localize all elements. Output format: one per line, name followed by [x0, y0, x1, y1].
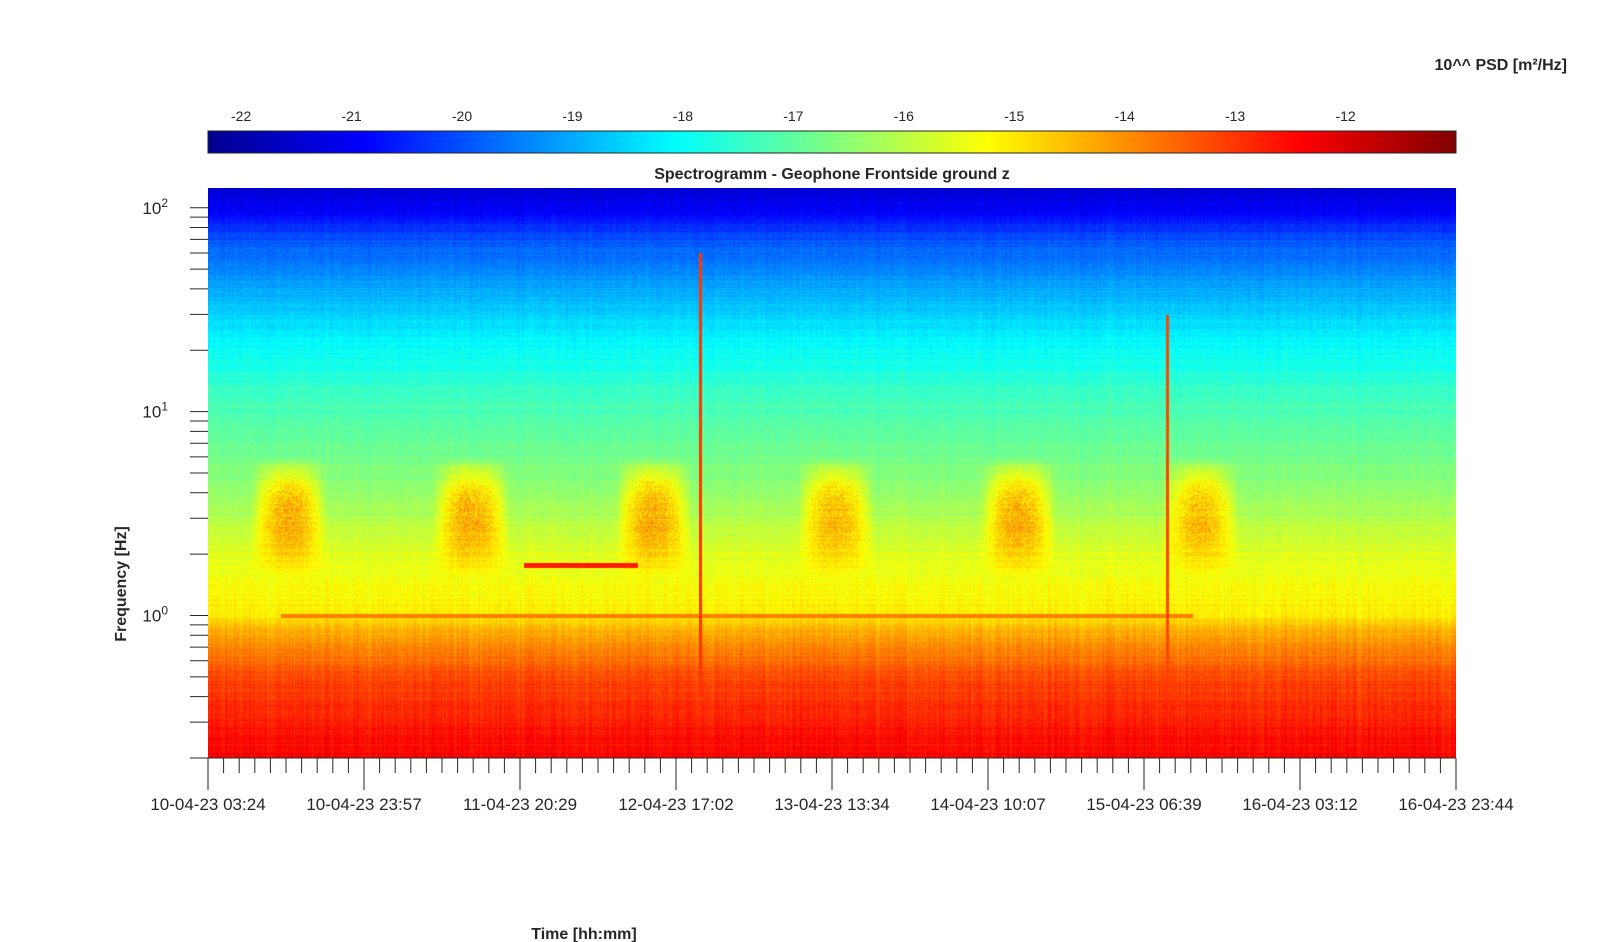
heatmap-area — [208, 188, 1456, 758]
y-tick-label: 101 — [142, 400, 168, 422]
colorbar — [207, 130, 1457, 154]
x-tick-label: 13-04-23 13:34 — [774, 795, 889, 814]
colorbar-tick-label: -12 — [1335, 108, 1355, 124]
colorbar-tick-label: -19 — [562, 108, 582, 124]
colorbar-tick-label: -16 — [894, 108, 914, 124]
x-axis-label: Time [hh:mm] — [531, 926, 636, 942]
y-axis: 100 101 102 — [142, 196, 208, 759]
colorbar-tick-label: -22 — [231, 108, 251, 124]
y-tick-label: 100 — [142, 604, 168, 626]
x-tick-label: 11-04-23 20:29 — [463, 795, 577, 814]
x-tick-label: 10-04-23 23:57 — [306, 795, 421, 814]
chart-title: Spectrogramm - Geophone Frontside ground… — [654, 166, 1010, 183]
y-tick-label: 102 — [142, 196, 168, 218]
colorbar-tick-label: -15 — [1004, 108, 1024, 124]
spectrogram-canvas — [208, 188, 1456, 758]
x-tick-label: 10-04-23 03:24 — [150, 795, 265, 814]
colorbar-tick-label: -20 — [452, 108, 472, 124]
x-axis: 10-04-23 03:24 10-04-23 23:57 11-04-23 20:… — [150, 757, 1514, 814]
x-tick-label: 12-04-23 17:02 — [618, 795, 733, 814]
x-tick-label: 16-04-23 03:12 — [1242, 795, 1357, 814]
y-axis-label: Frequency [Hz] — [113, 526, 130, 642]
colorbar-ticks: -22 -21 -20 -19 -18 -17 -16 -15 -14 -13 -12 — [231, 108, 1356, 138]
colorbar-tick-label: -18 — [673, 108, 693, 124]
x-tick-label: 15-04-23 06:39 — [1086, 795, 1201, 814]
x-tick-label: 14-04-23 10:07 — [930, 795, 1045, 814]
colorbar-tick-label: -21 — [341, 108, 361, 124]
colorbar-tick-label: -13 — [1225, 108, 1245, 124]
colorbar-tick-label: -17 — [783, 108, 803, 124]
x-tick-label: 16-04-23 23:44 — [1398, 795, 1513, 814]
colorbar-label: 10^^ PSD [m²/Hz] — [1435, 57, 1567, 74]
colorbar-tick-label: -14 — [1115, 108, 1135, 124]
